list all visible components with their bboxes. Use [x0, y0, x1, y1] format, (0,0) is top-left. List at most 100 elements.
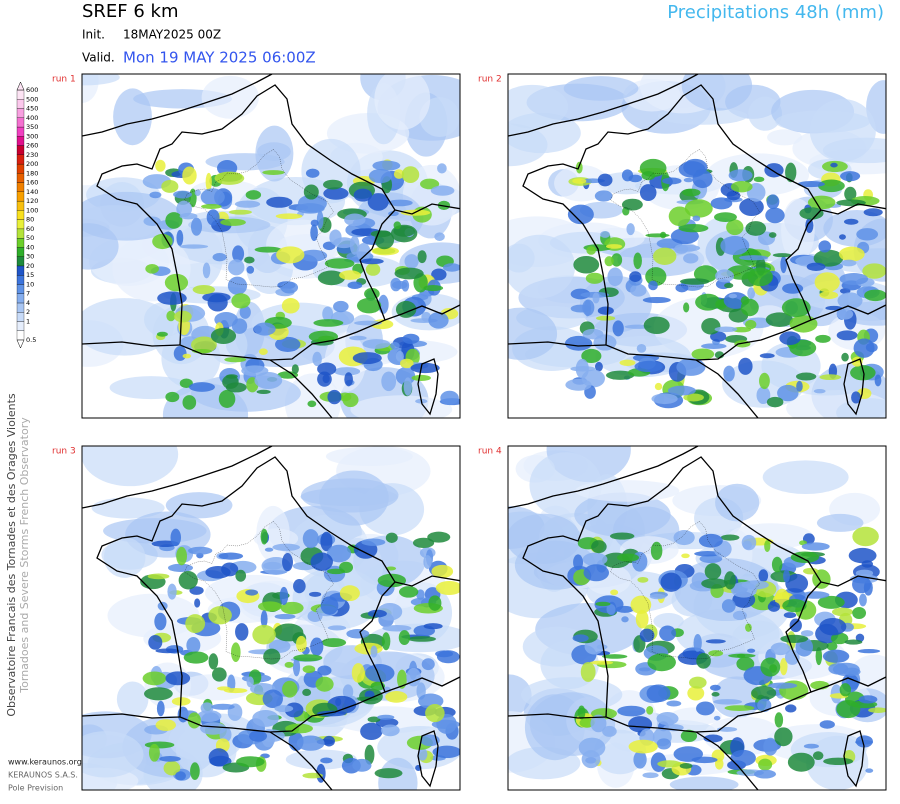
precip-cell — [621, 616, 629, 623]
precip-cell — [222, 374, 239, 389]
precip-cell — [657, 760, 682, 768]
map-frame — [507, 73, 887, 419]
precip-cell — [683, 253, 699, 264]
colorbar-label: 230 — [26, 151, 38, 159]
precip-cell — [745, 319, 757, 330]
precip-cell — [772, 253, 792, 258]
precip-cell — [381, 632, 391, 651]
precip-cell — [583, 564, 610, 582]
precip-cell — [197, 710, 222, 722]
precip-cell — [760, 657, 781, 677]
precip-cell — [602, 725, 617, 737]
colorbar-label: 400 — [26, 114, 38, 122]
precip-cell — [333, 367, 361, 376]
precip-cell — [402, 333, 420, 344]
precip-cell — [723, 365, 735, 382]
precip-cell — [701, 578, 728, 589]
colorbar-label: 60 — [26, 225, 34, 233]
precip-cell — [851, 391, 861, 404]
precip-cell — [205, 566, 231, 579]
precip-cell — [594, 190, 613, 202]
precip-cell — [567, 204, 594, 225]
colorbar-swatch — [16, 126, 25, 137]
precip-cell — [371, 246, 399, 256]
precip-cell — [610, 589, 619, 596]
precip-cell — [839, 273, 869, 285]
precip-cell — [349, 335, 367, 341]
precip-cell — [803, 743, 819, 749]
precip-cell — [728, 293, 738, 299]
init-time: 18MAY2025 00Z — [123, 28, 221, 42]
precip-cell — [428, 311, 449, 329]
precip-cell — [292, 658, 301, 677]
precip-cell — [185, 614, 206, 634]
precip-cell — [262, 689, 284, 709]
precip-cell — [189, 586, 204, 595]
precip-cell — [178, 571, 198, 590]
run-label: run 3 — [52, 447, 76, 457]
colorbar-swatch — [16, 330, 25, 341]
precip-cell — [227, 276, 248, 296]
precip-cell — [855, 735, 873, 748]
colorbar-label: 2 — [26, 308, 30, 316]
precip-cell — [296, 635, 307, 653]
precip-cell — [191, 336, 217, 353]
precip-cell — [210, 327, 237, 345]
precip-cell — [246, 676, 254, 688]
precip-cell — [201, 204, 222, 209]
precip-cell — [323, 735, 335, 747]
colorbar-swatch — [16, 99, 25, 109]
precip-cell — [302, 772, 323, 779]
precip-cell — [785, 649, 800, 665]
precip-cell — [831, 607, 854, 617]
precip-cell — [687, 686, 705, 701]
precip-cell — [813, 249, 844, 267]
colorbar-label: 180 — [26, 169, 38, 177]
map-panel — [81, 73, 461, 419]
precip-cell — [365, 663, 395, 683]
precip-cell — [764, 540, 771, 553]
precip-cell — [323, 187, 349, 200]
precip-cell — [308, 330, 339, 343]
precip-cell — [647, 653, 676, 672]
precip-cell — [207, 293, 228, 312]
precip-cell — [768, 232, 777, 238]
precip-cell — [862, 263, 886, 279]
precip-cell — [284, 661, 294, 668]
precip-cell — [309, 591, 322, 597]
precip-area — [350, 395, 453, 418]
precip-cell — [681, 553, 690, 559]
precip-cell — [676, 358, 706, 376]
organization-en: Tornadoes and Severe Storms French Obser… — [18, 417, 31, 694]
init-label: Init. — [82, 28, 105, 42]
precip-cell — [431, 268, 447, 281]
precip-cell — [836, 308, 854, 320]
precip-cell — [696, 701, 715, 716]
precip-cell — [713, 699, 743, 705]
precip-area — [816, 513, 864, 532]
precip-cell — [611, 253, 623, 267]
precip-cell — [214, 171, 245, 185]
precip-cell — [724, 282, 734, 289]
precip-cell — [610, 532, 635, 540]
precip-cell — [633, 252, 642, 270]
precip-cell — [684, 199, 713, 218]
colorbar-swatch — [16, 145, 25, 155]
precip-cell — [392, 280, 408, 290]
precip-cell — [354, 642, 383, 655]
precip-cell — [410, 362, 440, 374]
precip-cell — [163, 760, 181, 776]
precip-cell — [634, 360, 663, 372]
precip-cell — [815, 334, 831, 343]
colorbar-label: 1 — [26, 317, 30, 325]
precip-cell — [258, 348, 268, 355]
valid-label: Valid. — [82, 51, 115, 65]
colorbar-swatch — [16, 302, 25, 313]
precip-cell — [779, 331, 801, 346]
precip-cell — [628, 739, 658, 754]
precip-cell — [708, 650, 724, 657]
precip-area — [82, 446, 179, 487]
colorbar-swatch — [16, 321, 25, 331]
precip-cell — [144, 687, 173, 701]
